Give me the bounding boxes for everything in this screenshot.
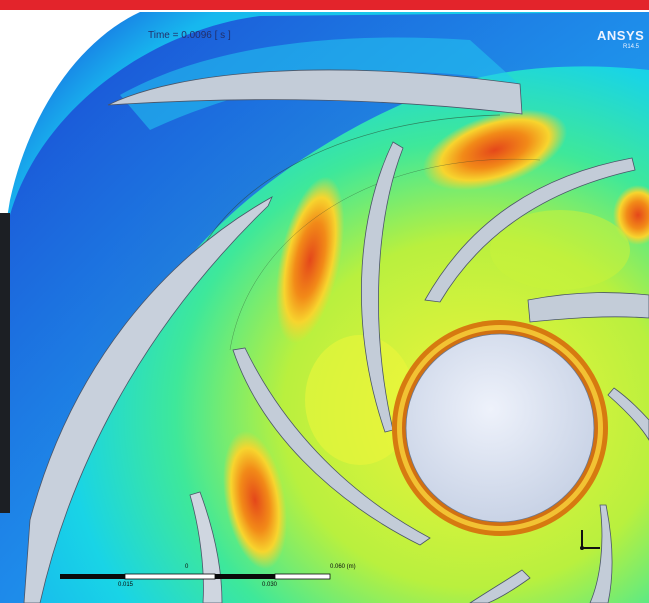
time-label: Time = 0.0096 [ s ] — [148, 30, 231, 41]
impeller-blade — [424, 157, 636, 303]
top-accent-bar — [0, 0, 649, 10]
scale-tick-label: 0.015 — [118, 582, 134, 588]
high-velocity-zone — [223, 430, 287, 570]
high-velocity-zone — [422, 109, 568, 191]
impeller-blade — [232, 347, 431, 546]
medium-velocity-zone — [305, 335, 415, 465]
high-velocity-zone — [275, 176, 345, 344]
diffuser-vane-outer — [23, 196, 273, 603]
scale-tick-label: 0.060 (m) — [330, 564, 356, 570]
impeller-blade — [527, 292, 649, 323]
outer-background — [0, 10, 649, 260]
volute-casing-band — [0, 12, 649, 603]
impeller-blade — [589, 504, 613, 603]
axis-triad-icon — [580, 530, 600, 550]
medium-velocity-zone — [490, 210, 630, 290]
casing-highlight — [120, 37, 520, 130]
high-velocity-zone — [613, 185, 649, 245]
rotor-interface-line — [229, 158, 541, 351]
impeller-blade — [607, 387, 649, 441]
ansys-logo: ANSYS — [597, 28, 645, 43]
scale-bar — [60, 573, 331, 580]
left-edge-bar — [0, 213, 10, 513]
scale-tick-label: 0.030 — [262, 582, 278, 588]
brand-version: R14.5 — [623, 44, 640, 50]
hub-shaft — [405, 333, 595, 523]
scale-tick-label: 0 — [185, 564, 189, 570]
impeller-blade — [469, 569, 531, 603]
volute-tongue — [107, 69, 523, 115]
